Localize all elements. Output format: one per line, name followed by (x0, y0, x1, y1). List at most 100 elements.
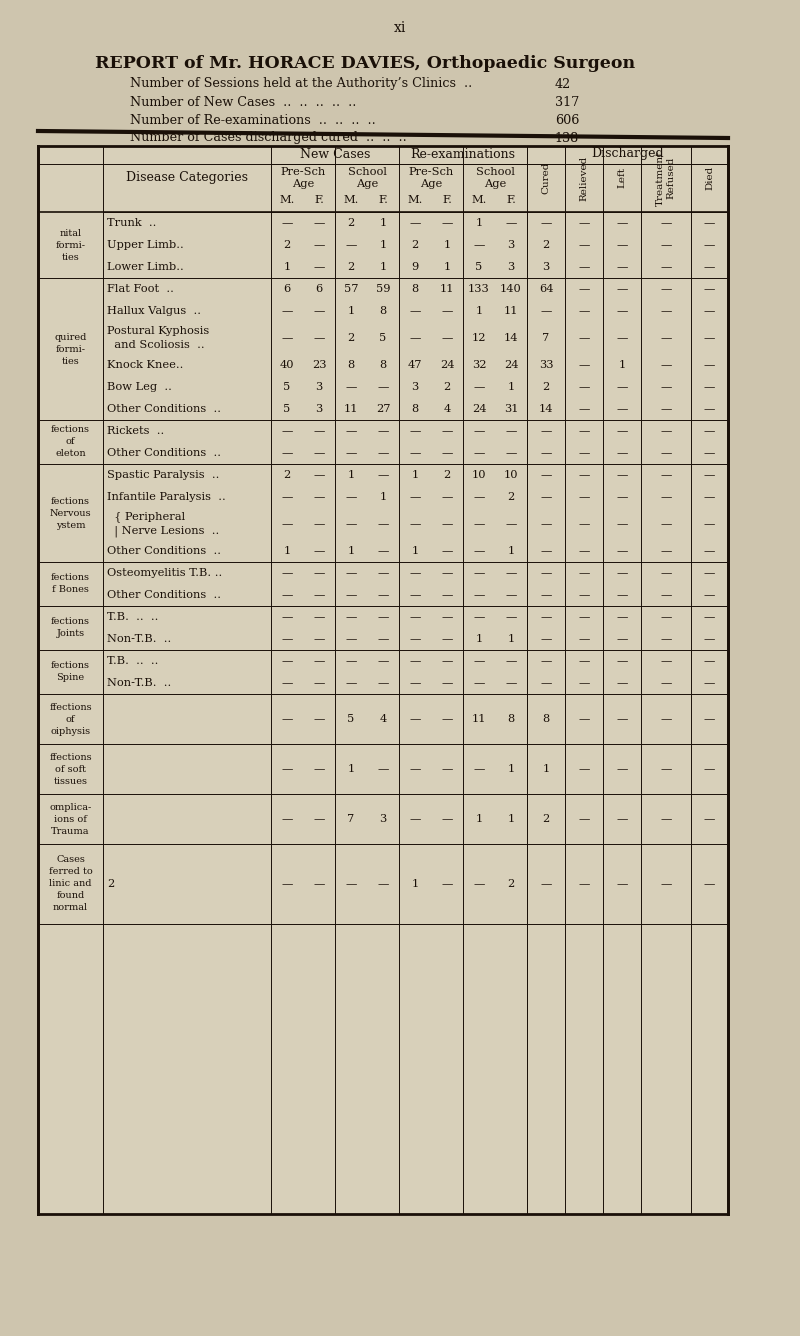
Text: —: — (442, 591, 453, 600)
Text: —: — (506, 591, 517, 600)
Text: Relieved: Relieved (579, 155, 589, 200)
Text: —: — (660, 382, 672, 391)
Text: Other Conditions  ..: Other Conditions .. (107, 448, 221, 458)
Text: —: — (314, 612, 325, 623)
Text: 1: 1 (475, 814, 482, 824)
Text: —: — (474, 382, 485, 391)
Text: 3: 3 (315, 382, 322, 391)
Text: —: — (660, 546, 672, 556)
Text: F.: F. (506, 195, 516, 204)
Text: —: — (506, 612, 517, 623)
Text: Other Conditions  ..: Other Conditions .. (107, 403, 221, 414)
Text: nital: nital (59, 228, 82, 238)
Text: —: — (540, 591, 552, 600)
Text: —: — (616, 448, 628, 458)
Text: eleton: eleton (55, 449, 86, 458)
Text: —: — (314, 470, 325, 480)
Text: —: — (578, 546, 590, 556)
Text: quired: quired (54, 333, 86, 342)
Text: —: — (410, 518, 421, 529)
Text: —: — (378, 382, 389, 391)
Text: Rickets  ..: Rickets .. (107, 426, 164, 436)
Text: 1: 1 (507, 814, 514, 824)
Text: —: — (704, 403, 715, 414)
Text: —: — (410, 426, 421, 436)
Text: —: — (314, 333, 325, 343)
Text: —: — (660, 591, 672, 600)
Text: 2: 2 (507, 492, 514, 502)
Text: —: — (346, 568, 357, 578)
Text: —: — (378, 635, 389, 644)
Text: 6: 6 (283, 285, 290, 294)
Text: —: — (578, 879, 590, 888)
Text: 24: 24 (440, 359, 454, 370)
Text: —: — (442, 568, 453, 578)
Text: —: — (442, 218, 453, 228)
Text: —: — (346, 591, 357, 600)
Text: 1: 1 (618, 359, 626, 370)
Text: fections: fections (51, 425, 90, 434)
Text: M.: M. (343, 195, 358, 204)
Text: —: — (506, 426, 517, 436)
Text: —: — (282, 612, 293, 623)
Text: —: — (616, 518, 628, 529)
Text: —: — (704, 764, 715, 774)
Text: —: — (282, 448, 293, 458)
Text: —: — (442, 492, 453, 502)
Text: —: — (704, 382, 715, 391)
Text: —: — (578, 382, 590, 391)
Text: omplica-: omplica- (50, 803, 92, 811)
Text: —: — (704, 262, 715, 273)
Text: Cases: Cases (56, 855, 85, 864)
Text: —: — (616, 879, 628, 888)
Text: of: of (66, 437, 75, 446)
Text: Discharged: Discharged (591, 147, 664, 160)
Text: 40: 40 (280, 359, 294, 370)
Text: 1: 1 (475, 635, 482, 644)
Text: —: — (410, 218, 421, 228)
Text: —: — (540, 612, 552, 623)
Text: —: — (314, 306, 325, 317)
Text: Trauma: Trauma (51, 827, 90, 835)
Text: —: — (616, 262, 628, 273)
Text: 11: 11 (504, 306, 518, 317)
Text: —: — (442, 306, 453, 317)
Text: —: — (282, 333, 293, 343)
Text: 9: 9 (411, 262, 418, 273)
Text: —: — (578, 764, 590, 774)
Text: —: — (704, 306, 715, 317)
Text: —: — (704, 612, 715, 623)
Text: 1: 1 (379, 218, 386, 228)
Text: —: — (410, 656, 421, 667)
Text: F.: F. (314, 195, 324, 204)
Text: 5: 5 (379, 333, 386, 343)
Text: —: — (506, 677, 517, 688)
Text: —: — (660, 403, 672, 414)
Text: —: — (578, 262, 590, 273)
Text: —: — (616, 677, 628, 688)
Text: Disease Categories: Disease Categories (126, 171, 248, 184)
Text: —: — (660, 333, 672, 343)
Text: —: — (540, 568, 552, 578)
Text: —: — (410, 448, 421, 458)
Text: —: — (660, 218, 672, 228)
Text: —: — (442, 879, 453, 888)
Text: 2: 2 (283, 470, 290, 480)
Text: 10: 10 (504, 470, 518, 480)
Text: 42: 42 (555, 77, 571, 91)
Text: —: — (704, 470, 715, 480)
Text: —: — (616, 333, 628, 343)
Text: Infantile Paralysis  ..: Infantile Paralysis .. (107, 492, 226, 502)
Text: M.: M. (407, 195, 422, 204)
Text: 1: 1 (379, 262, 386, 273)
Text: —: — (660, 814, 672, 824)
Text: Joints: Joints (57, 629, 85, 639)
Text: —: — (578, 285, 590, 294)
Text: —: — (660, 635, 672, 644)
Text: —: — (282, 591, 293, 600)
Text: —: — (506, 448, 517, 458)
Text: fections: fections (51, 497, 90, 505)
Text: 4: 4 (443, 403, 450, 414)
Text: 11: 11 (344, 403, 358, 414)
Text: —: — (660, 470, 672, 480)
